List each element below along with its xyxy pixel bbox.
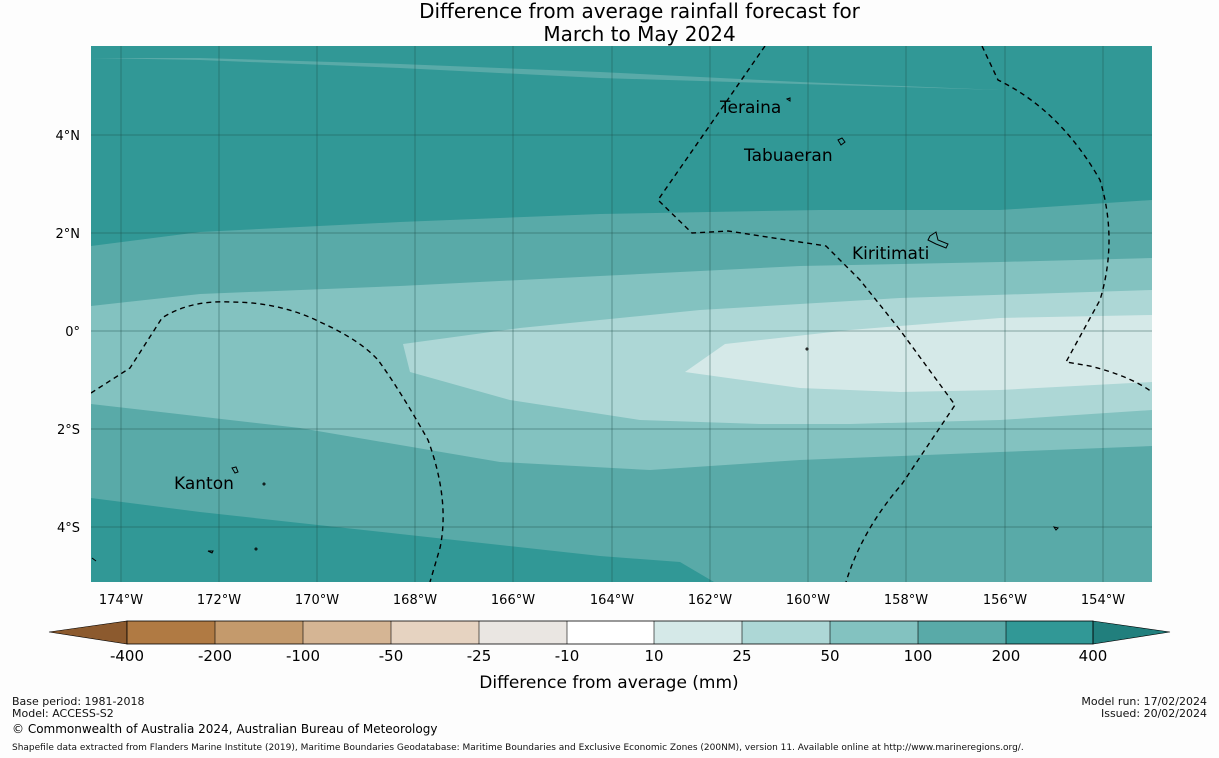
colorbar-swatch bbox=[391, 621, 479, 644]
longitude-ticks: 174°W 172°W 170°W 168°W 166°W 164°W 162°… bbox=[99, 593, 1125, 608]
contour-200-400-band bbox=[91, 58, 1152, 246]
colorbar-dividers bbox=[214, 621, 1007, 644]
lon-tick-label: 174°W bbox=[99, 593, 143, 608]
lon-tick-label: 164°W bbox=[590, 593, 634, 608]
model-run: Model run: 17/02/2024 bbox=[1081, 695, 1207, 708]
small-island-shape bbox=[207, 550, 214, 554]
colorbar-label: 25 bbox=[732, 647, 751, 665]
eez-boundaries bbox=[91, 46, 1152, 582]
lat-tick-label: 2°S bbox=[57, 423, 80, 438]
colorbar-swatch bbox=[127, 621, 215, 644]
lon-tick-label: 172°W bbox=[197, 593, 241, 608]
lon-tick-label: 158°W bbox=[884, 593, 928, 608]
colorbar-frame bbox=[126, 620, 1094, 645]
colorbar-extend-low bbox=[48, 620, 128, 645]
shapefile-credit: Shapefile data extracted from Flanders M… bbox=[12, 743, 1024, 753]
title-line-2: March to May 2024 bbox=[543, 22, 736, 46]
latitude-ticks: 4°N 2°N 0° 2°S 4°S bbox=[56, 129, 81, 536]
contour-200-400-north bbox=[91, 46, 1152, 90]
colorbar-label: -25 bbox=[467, 647, 492, 665]
colorbar-swatch bbox=[215, 621, 303, 644]
graticule bbox=[91, 46, 1152, 582]
colorbar-swatch bbox=[918, 621, 1006, 644]
colorbar-title: Difference from average (mm) bbox=[479, 673, 738, 693]
colorbar-swatch bbox=[303, 621, 391, 644]
colorbar-label: 50 bbox=[820, 647, 839, 665]
small-island-shape bbox=[805, 347, 809, 351]
colorbar-label: 100 bbox=[904, 647, 933, 665]
small-island-shape bbox=[254, 547, 258, 551]
base-period: Base period: 1981-2018 bbox=[12, 695, 145, 708]
lat-tick-label: 4°N bbox=[56, 129, 81, 144]
teraina-island-shape bbox=[785, 97, 791, 102]
lon-tick-label: 166°W bbox=[491, 593, 535, 608]
place-label-kiritimati: Kiritimati bbox=[852, 244, 929, 264]
copyright: © Commonwealth of Australia 2024, Austra… bbox=[12, 722, 438, 736]
lon-tick-label: 154°W bbox=[1081, 593, 1125, 608]
colorbar-swatch bbox=[1006, 621, 1093, 644]
place-label-kanton: Kanton bbox=[174, 474, 234, 494]
place-labels: Teraina Tabuaeran Kiritimati Kanton bbox=[174, 98, 929, 494]
issued-date: Issued: 20/02/2024 bbox=[1100, 707, 1207, 720]
islands bbox=[91, 97, 1059, 562]
colorbar-swatch bbox=[567, 621, 654, 644]
lat-tick-label: 0° bbox=[65, 325, 80, 340]
lon-tick-label: 162°W bbox=[688, 593, 732, 608]
colorbar-label: 200 bbox=[992, 647, 1021, 665]
footer-right: Model run: 17/02/2024 Issued: 20/02/2024 bbox=[1081, 696, 1207, 720]
tabuaeran-island-shape bbox=[837, 137, 846, 146]
colorbar-label: -200 bbox=[198, 647, 232, 665]
small-island-shape bbox=[262, 482, 266, 486]
colorbar-label: 10 bbox=[644, 647, 663, 665]
small-island-shape bbox=[91, 557, 97, 562]
lat-tick-label: 2°N bbox=[56, 227, 81, 242]
place-label-tabuaeran: Tabuaeran bbox=[743, 146, 833, 166]
rainfall-contours bbox=[91, 46, 1152, 582]
model-name: Model: ACCESS-S2 bbox=[12, 707, 114, 720]
colorbar-swatch bbox=[830, 621, 918, 644]
contour-10-25 bbox=[685, 315, 1152, 392]
place-label-teraina: Teraina bbox=[719, 98, 781, 118]
kiritimati-island-shape bbox=[927, 231, 949, 249]
colorbar: -400 -200 -100 -50 -25 -10 10 25 50 100 … bbox=[48, 620, 1171, 693]
small-island-shape bbox=[1052, 526, 1059, 531]
colorbar-swatch bbox=[479, 621, 567, 644]
eez-line-line-islands-west bbox=[657, 46, 956, 582]
kanton-island-shape bbox=[231, 466, 239, 474]
lon-tick-label: 160°W bbox=[786, 593, 830, 608]
contour-200-400-south bbox=[91, 498, 714, 582]
colorbar-swatch bbox=[742, 621, 830, 644]
footer-left: Base period: 1981-2018 Model: ACCESS-S2 bbox=[12, 696, 144, 720]
lon-tick-label: 168°W bbox=[393, 593, 437, 608]
lon-tick-label: 156°W bbox=[983, 593, 1027, 608]
map-title: Difference from average rainfall forecas… bbox=[0, 0, 1219, 46]
colorbar-label: -100 bbox=[286, 647, 320, 665]
eez-line-phoenix-islands bbox=[91, 301, 444, 582]
colorbar-label: -400 bbox=[110, 647, 144, 665]
colorbar-label: 400 bbox=[1079, 647, 1108, 665]
title-line-1: Difference from average rainfall forecas… bbox=[419, 0, 860, 23]
lat-tick-label: 4°S bbox=[57, 521, 80, 536]
colorbar-swatch bbox=[654, 621, 742, 644]
colorbar-label: -10 bbox=[555, 647, 580, 665]
lon-tick-label: 170°W bbox=[295, 593, 339, 608]
colorbar-label: -50 bbox=[379, 647, 404, 665]
eez-line-line-islands-east bbox=[981, 46, 1152, 393]
colorbar-extend-high bbox=[1092, 620, 1171, 645]
